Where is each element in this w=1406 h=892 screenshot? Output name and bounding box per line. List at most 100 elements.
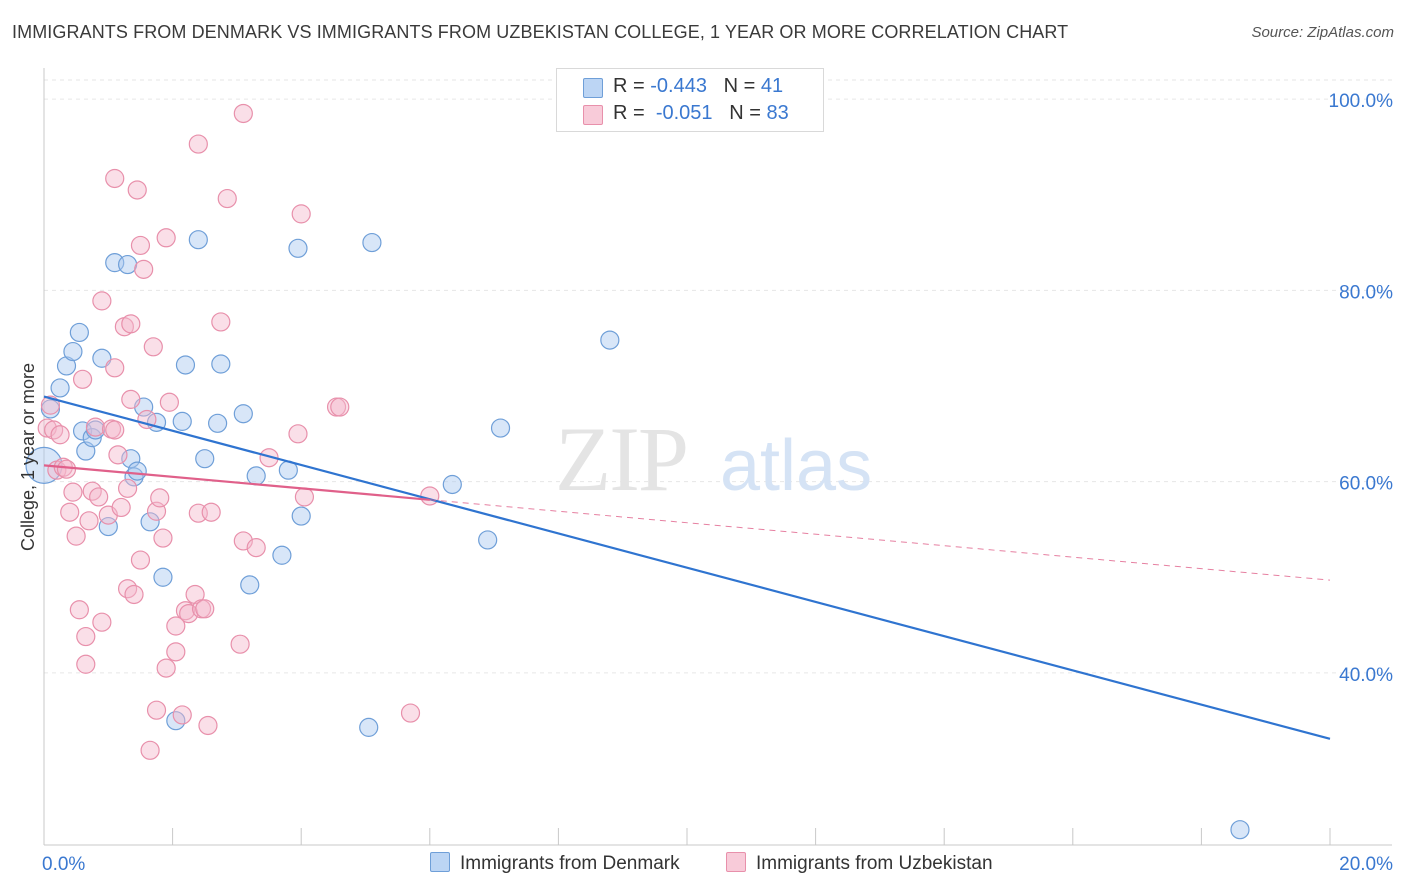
point-uzbekistan xyxy=(420,486,440,506)
point-uzbekistan xyxy=(291,204,311,224)
point-uzbekistan xyxy=(288,424,308,444)
point-uzbekistan xyxy=(121,389,141,409)
point-denmark xyxy=(362,232,382,253)
point-uzbekistan xyxy=(69,600,89,620)
point-denmark xyxy=(233,404,253,424)
point-uzbekistan xyxy=(105,168,125,189)
point-uzbekistan xyxy=(146,700,167,720)
point-denmark xyxy=(291,506,311,526)
point-denmark xyxy=(117,254,138,275)
point-uzbekistan xyxy=(150,488,170,508)
point-denmark xyxy=(175,355,196,375)
trend-layer xyxy=(43,395,1331,740)
correlation-legend: R = -0.443 N = 41 R = -0.051 N = 83 xyxy=(556,68,824,132)
point-uzbekistan xyxy=(159,392,179,412)
series-legend-denmark: Immigrants from Denmark xyxy=(430,852,680,875)
point-uzbekistan xyxy=(172,705,192,725)
point-denmark xyxy=(92,348,112,368)
point-denmark xyxy=(272,545,292,565)
trend-line-uzbekistan-dashed xyxy=(429,499,1331,581)
chart-title: IMMIGRANTS FROM DENMARK VS IMMIGRANTS FR… xyxy=(12,22,1069,42)
point-uzbekistan xyxy=(117,478,138,498)
point-uzbekistan xyxy=(56,459,77,479)
legend-r-label: R = xyxy=(613,75,645,97)
point-uzbekistan xyxy=(105,420,125,440)
point-denmark xyxy=(288,238,308,258)
point-denmark xyxy=(600,330,620,350)
point-denmark xyxy=(153,567,173,587)
trend-line-uzbekistan xyxy=(43,464,430,501)
y-tick-label: 80.0% xyxy=(1339,282,1393,303)
point-uzbekistan xyxy=(134,259,154,279)
point-uzbekistan xyxy=(105,358,125,378)
x-tick-label-max: 20.0% xyxy=(1339,854,1393,875)
point-denmark xyxy=(478,530,498,550)
point-uzbekistan xyxy=(76,654,96,674)
point-denmark xyxy=(98,516,118,537)
x-tick-label-min: 0.0% xyxy=(42,854,85,875)
point-denmark xyxy=(140,512,160,532)
legend-n-label: N = xyxy=(723,75,756,97)
point-uzbekistan xyxy=(246,538,266,558)
point-uzbekistan xyxy=(124,584,144,605)
series-legend-swatch-uzbekistan xyxy=(726,852,746,872)
point-uzbekistan xyxy=(195,599,215,619)
point-uzbekistan xyxy=(130,550,151,570)
legend-text-uzbekistan: R = -0.051 N = 83 xyxy=(613,102,789,125)
point-uzbekistan xyxy=(330,397,350,417)
point-uzbekistan xyxy=(92,291,112,311)
point-denmark xyxy=(240,575,260,595)
point-uzbekistan xyxy=(201,502,221,522)
point-uzbekistan xyxy=(85,417,106,437)
trend-line-denmark xyxy=(43,395,1331,740)
point-denmark xyxy=(490,418,511,438)
point-uzbekistan xyxy=(66,526,86,546)
point-denmark xyxy=(208,413,228,433)
point-denmark xyxy=(127,461,147,481)
series-legend-swatch-denmark xyxy=(430,852,450,872)
point-uzbekistan xyxy=(40,395,61,415)
y-tick-label: 100.0% xyxy=(1329,91,1394,112)
watermark: ZIP atlas xyxy=(555,408,872,510)
point-uzbekistan xyxy=(79,511,99,531)
point-uzbekistan xyxy=(89,487,109,507)
point-uzbekistan xyxy=(166,642,186,662)
legend-r-label: R = xyxy=(613,102,645,124)
point-uzbekistan xyxy=(198,715,218,736)
point-uzbekistan xyxy=(60,502,80,522)
point-uzbekistan xyxy=(50,425,70,445)
point-denmark xyxy=(442,474,462,495)
point-uzbekistan xyxy=(143,337,163,357)
point-denmark xyxy=(69,322,89,343)
point-uzbekistan xyxy=(233,103,253,124)
legend-n-uzbekistan: 83 xyxy=(766,102,789,124)
point-uzbekistan xyxy=(76,626,96,647)
point-uzbekistan xyxy=(217,188,237,209)
point-uzbekistan xyxy=(153,528,173,548)
point-uzbekistan xyxy=(166,616,186,636)
point-uzbekistan xyxy=(175,601,196,621)
point-denmark xyxy=(188,230,208,250)
point-uzbekistan xyxy=(185,584,205,605)
watermark-atlas: atlas xyxy=(720,426,872,506)
legend-n-label: N = xyxy=(729,102,761,124)
series-legend-label-denmark: Immigrants from Denmark xyxy=(460,853,680,874)
legend-r-uzbekistan: -0.051 xyxy=(655,102,713,124)
source-label: Source: ZipAtlas.com xyxy=(1251,24,1394,41)
y-axis-label: College, 1 year or more xyxy=(18,363,38,551)
point-uzbekistan xyxy=(211,312,231,332)
point-uzbekistan xyxy=(72,369,93,389)
point-denmark xyxy=(121,449,141,469)
series-legend-uzbekistan: Immigrants from Uzbekistan xyxy=(726,852,993,875)
series-legend-label-uzbekistan: Immigrants from Uzbekistan xyxy=(756,853,993,874)
axes-layer xyxy=(43,68,1392,846)
point-uzbekistan xyxy=(108,445,128,465)
point-denmark xyxy=(246,466,266,486)
point-uzbekistan xyxy=(130,235,151,256)
point-denmark xyxy=(56,356,77,376)
legend-text-denmark: R = -0.443 N = 41 xyxy=(613,75,783,98)
points-layer xyxy=(25,103,1250,840)
legend-n-denmark: 41 xyxy=(760,75,784,97)
point-denmark xyxy=(172,411,192,431)
